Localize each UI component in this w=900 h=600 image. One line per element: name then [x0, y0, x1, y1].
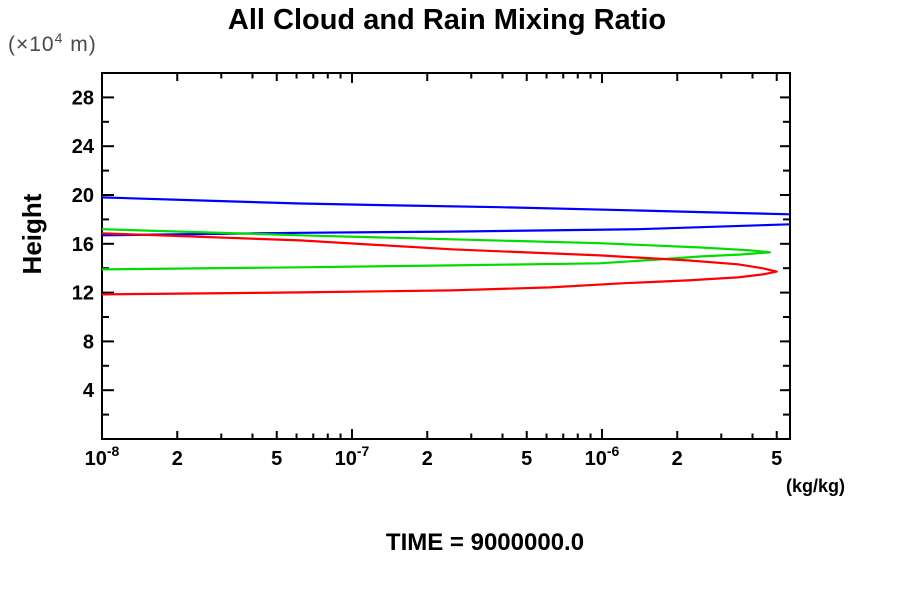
- x-tick-label: 5: [771, 448, 782, 470]
- blue-profile-line: [101, 196, 791, 216]
- y-tick-label: 4: [83, 380, 95, 402]
- x-tick-label: 10-8: [85, 443, 120, 470]
- time-annotation: TIME = 9000000.0: [386, 529, 584, 556]
- x-tick-label: 10-7: [335, 443, 370, 470]
- y-tick-label: 16: [72, 234, 94, 256]
- red-profile-line: [101, 232, 778, 296]
- y-tick-label: 8: [83, 331, 94, 353]
- y-axis-title: Height: [17, 193, 47, 274]
- x-tick-label: 5: [271, 448, 282, 470]
- x-tick-label: 2: [672, 448, 683, 470]
- x-axis-unit-label: (kg/kg): [786, 476, 845, 496]
- green-profile-line: [101, 228, 772, 271]
- plot-area: 10-8 2 5 10-7 2 5 10-6 2 5 4 8 12 16 20 24 28: [72, 72, 791, 470]
- blue-profile-line: [101, 223, 791, 237]
- y-tick-label: 24: [72, 136, 95, 158]
- y-tick-label: 28: [72, 87, 94, 109]
- y-tick-label: 20: [72, 185, 94, 207]
- x-tick-label: 2: [172, 448, 183, 470]
- y-axis-unit-label: (×104 m): [8, 30, 97, 56]
- x-tick-label: 2: [422, 448, 433, 470]
- chart-title: All Cloud and Rain Mixing Ratio: [228, 4, 666, 36]
- x-tick-label: 5: [521, 448, 532, 470]
- x-tick-label: 10-6: [585, 443, 620, 470]
- y-tick-label: 12: [72, 283, 94, 305]
- plot-frame: [101, 72, 791, 440]
